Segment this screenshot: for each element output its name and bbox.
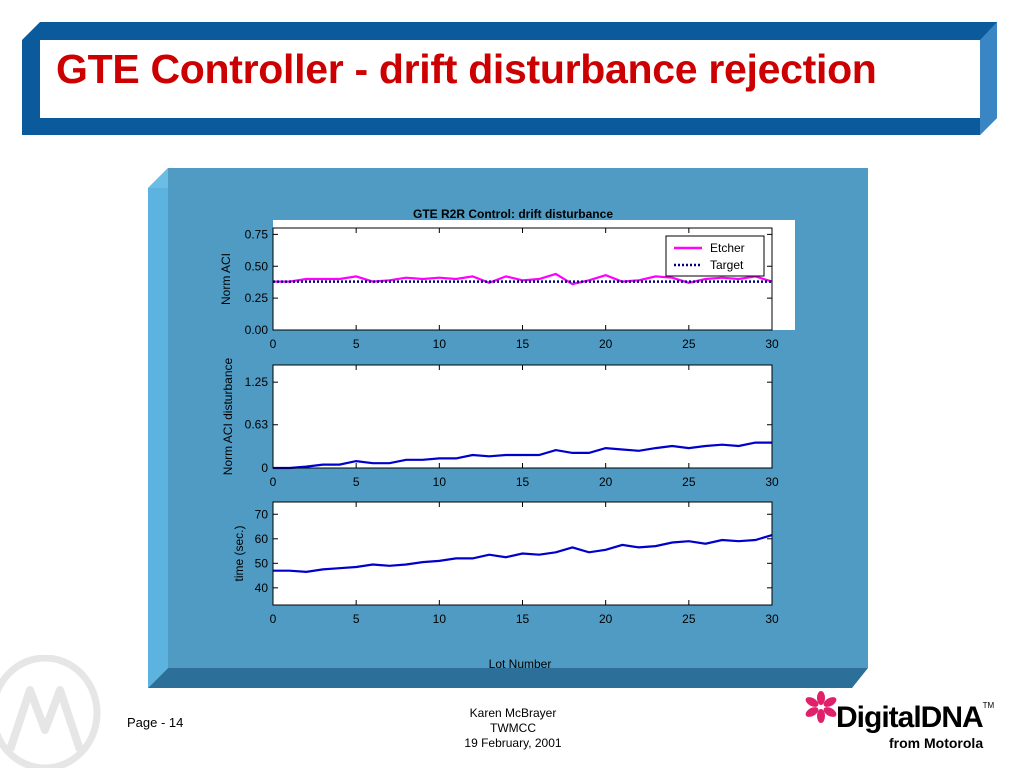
subplot-2-frame xyxy=(272,364,773,469)
subplot-3-ytick-label: 50 xyxy=(255,556,269,570)
subplot-1-xtick-label: 10 xyxy=(433,337,447,351)
subplot-1-ytick-label: 0.50 xyxy=(245,259,269,273)
subplot-1-ytick-label: 0.75 xyxy=(245,227,269,241)
subplot-2-xtick-label: 15 xyxy=(516,475,530,489)
legend-label-etcher: Etcher xyxy=(710,241,745,255)
subplot-2-ytick-label: 0 xyxy=(261,461,268,475)
panel-bevel-left xyxy=(148,168,168,688)
footer-credits: Karen McBrayer TWMCC 19 February, 2001 xyxy=(450,706,576,751)
legend-label-target: Target xyxy=(710,258,744,272)
slide-title: GTE Controller - drift disturbance rejec… xyxy=(56,46,877,92)
subplot-2-ylabel: Norm ACI disturbance xyxy=(221,357,235,475)
subplot-2-ytick-label: 0.63 xyxy=(245,418,269,432)
title-frame-bevel-right xyxy=(980,22,997,135)
subplot-3-ytick-label: 40 xyxy=(255,581,269,595)
brand-subtitle: from Motorola xyxy=(889,735,984,751)
subplot-1-xtick-label: 5 xyxy=(353,337,360,351)
subplot-2-xtick-label: 10 xyxy=(433,475,447,489)
subplot-3-frame xyxy=(272,501,773,606)
footer-date: 19 February, 2001 xyxy=(464,736,562,750)
asterisk-icon xyxy=(805,691,837,723)
subplot-1-ylabel: Norm ACI xyxy=(219,253,233,305)
subplot-3-series-line xyxy=(273,534,773,574)
subplot-3-ytick-label: 70 xyxy=(255,507,269,521)
subplot-1-xtick-label: 15 xyxy=(516,337,530,351)
subplot-1-xtick-label: 30 xyxy=(765,337,779,351)
chart-xlabel: Lot Number xyxy=(489,657,552,671)
panel-bevel-bottom xyxy=(148,668,868,688)
subplot-2-xtick-label: 25 xyxy=(682,475,696,489)
title-frame xyxy=(22,22,997,135)
subplot-1-ytick-label: 0.25 xyxy=(245,291,269,305)
subplot-3-xtick-label: 5 xyxy=(353,612,360,626)
brand-wordmark: DigitalDNATM xyxy=(836,701,994,735)
legend-box xyxy=(665,235,765,277)
subplot-1-xtick-label: 20 xyxy=(599,337,613,351)
subplot-1-frame xyxy=(272,227,773,331)
subplot-3-xtick-label: 10 xyxy=(433,612,447,626)
subplot-3-xtick-label: 0 xyxy=(270,612,277,626)
subplot-1-xtick-label: 25 xyxy=(682,337,696,351)
motorola-watermark-icon xyxy=(0,655,101,768)
subplot-2-xtick-label: 20 xyxy=(599,475,613,489)
subplot-2-xtick-label: 5 xyxy=(353,475,360,489)
subplot-2-background xyxy=(273,365,772,468)
subplot-3-xtick-label: 30 xyxy=(765,612,779,626)
subplot-2-xtick-label: 0 xyxy=(270,475,277,489)
brand-name: DigitalDNA xyxy=(836,701,984,734)
footer-author: Karen McBrayer xyxy=(469,706,557,720)
chart-panel: GTE R2R Control: drift disturbance 0.00 0.… xyxy=(148,168,868,688)
subplot-3-ylabel: time (sec.) xyxy=(232,525,246,581)
subplot-1-ytick-label: 0.00 xyxy=(245,323,269,337)
page-number: Page - 14 xyxy=(127,715,184,730)
subplot-2-xtick-label: 30 xyxy=(765,475,779,489)
subplot-2-series-line xyxy=(273,441,772,470)
subplot-3-xtick-label: 25 xyxy=(682,612,696,626)
subplot-1-xtick-label: 0 xyxy=(270,337,277,351)
subplot-1-series-etcher xyxy=(273,272,773,286)
brand-trademark: TM xyxy=(982,701,995,710)
chart-title: GTE R2R Control: drift disturbance xyxy=(413,207,613,221)
subplot-3-xtick-label: 20 xyxy=(599,612,613,626)
subplot-3-xtick-label: 15 xyxy=(516,612,530,626)
subplot-3-ytick-label: 60 xyxy=(255,532,269,546)
title-frame-inner xyxy=(40,40,980,118)
footer-org: TWMCC xyxy=(490,721,536,735)
digital-dna-logo: DigitalDNATM from Motorola xyxy=(802,687,1002,757)
subplot-2-ytick-label: 1.25 xyxy=(245,375,269,389)
